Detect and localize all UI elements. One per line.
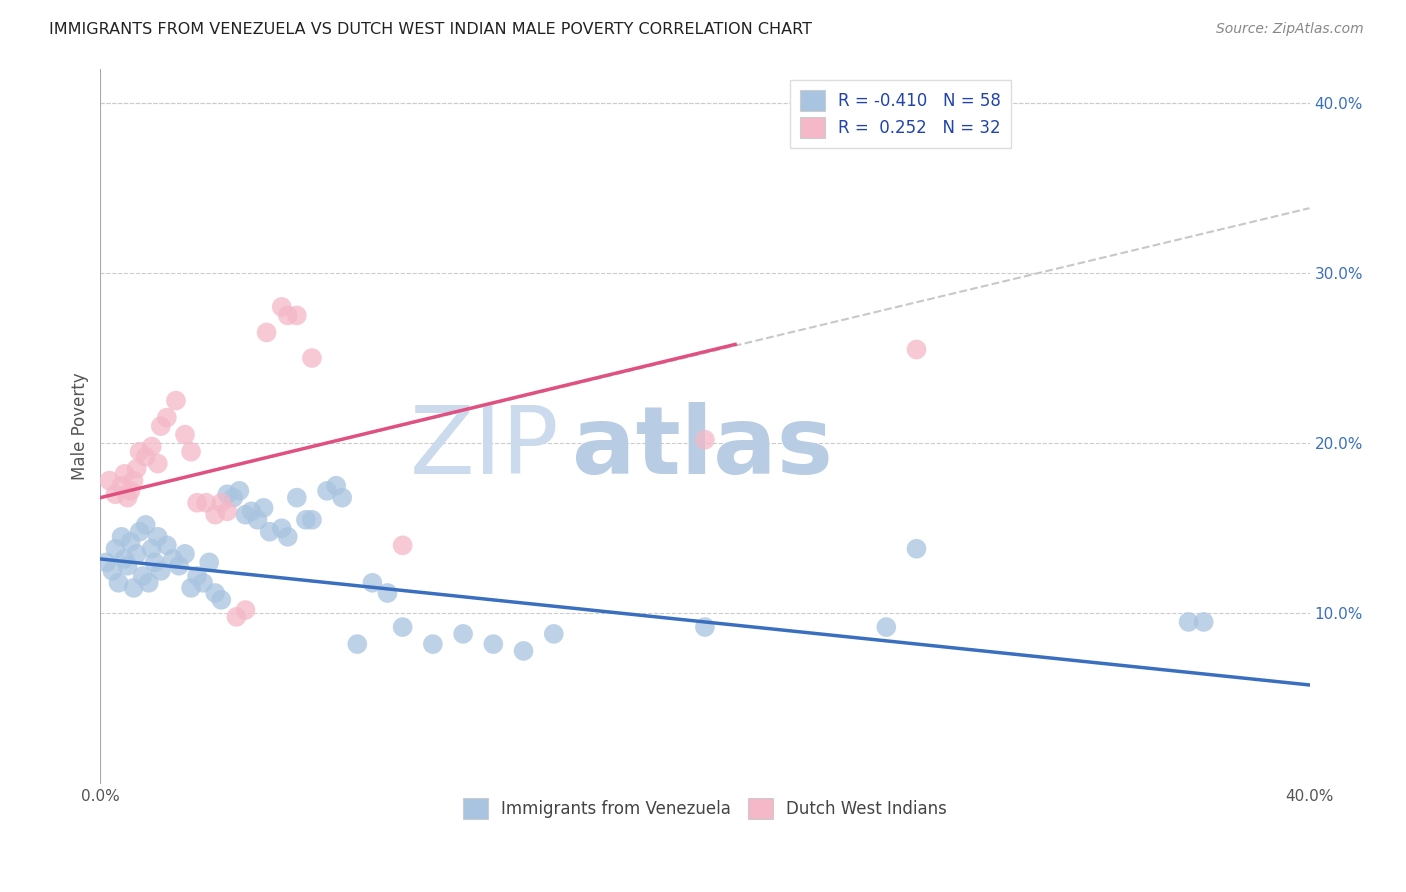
Point: [125, 461, 148, 475]
Point: [104, 487, 127, 501]
Point: [101, 564, 124, 578]
Point: [235, 603, 257, 617]
Point: [391, 620, 413, 634]
Point: [198, 555, 221, 569]
Point: [167, 558, 190, 573]
Text: IMMIGRANTS FROM VENEZUELA VS DUTCH WEST INDIAN MALE POVERTY CORRELATION CHART: IMMIGRANTS FROM VENEZUELA VS DUTCH WEST …: [49, 22, 813, 37]
Point: [114, 467, 136, 481]
Point: [98, 474, 121, 488]
Point: [165, 393, 187, 408]
Point: [240, 504, 263, 518]
Point: [149, 564, 172, 578]
Point: [104, 541, 127, 556]
Point: [256, 326, 278, 340]
Point: [325, 479, 347, 493]
Point: [512, 644, 534, 658]
Point: [543, 627, 565, 641]
Point: [135, 517, 157, 532]
Point: [693, 620, 716, 634]
Point: [110, 479, 132, 493]
Point: [693, 433, 716, 447]
Point: [120, 483, 142, 498]
Point: [277, 530, 299, 544]
Text: Source: ZipAtlas.com: Source: ZipAtlas.com: [1216, 22, 1364, 37]
Point: [125, 547, 148, 561]
Point: [149, 419, 172, 434]
Point: [217, 504, 239, 518]
Point: [482, 637, 505, 651]
Point: [96, 555, 118, 569]
Point: [186, 569, 208, 583]
Point: [316, 483, 339, 498]
Point: [162, 552, 184, 566]
Point: [217, 487, 239, 501]
Point: [117, 491, 139, 505]
Point: [110, 530, 132, 544]
Point: [905, 541, 928, 556]
Point: [246, 513, 269, 527]
Point: [270, 521, 292, 535]
Point: [141, 440, 163, 454]
Point: [174, 547, 197, 561]
Legend: Immigrants from Venezuela, Dutch West Indians: Immigrants from Venezuela, Dutch West In…: [456, 792, 953, 825]
Point: [146, 457, 169, 471]
Point: [195, 496, 218, 510]
Point: [135, 450, 157, 464]
Point: [156, 410, 179, 425]
Point: [1177, 615, 1199, 629]
Point: [122, 581, 145, 595]
Point: [122, 474, 145, 488]
Text: atlas: atlas: [572, 401, 832, 493]
Point: [114, 552, 136, 566]
Point: [180, 444, 202, 458]
Point: [330, 491, 353, 505]
Point: [295, 513, 318, 527]
Point: [143, 555, 166, 569]
Point: [180, 581, 202, 595]
Point: [186, 496, 208, 510]
Point: [225, 610, 247, 624]
Point: [422, 637, 444, 651]
Point: [191, 575, 214, 590]
Point: [285, 491, 308, 505]
Point: [228, 483, 250, 498]
Point: [146, 530, 169, 544]
Y-axis label: Male Poverty: Male Poverty: [72, 372, 89, 480]
Point: [120, 535, 142, 549]
Point: [875, 620, 897, 634]
Point: [209, 496, 232, 510]
Point: [301, 513, 323, 527]
Point: [259, 524, 281, 539]
Point: [451, 627, 474, 641]
Point: [204, 586, 226, 600]
Point: [270, 300, 292, 314]
Point: [222, 491, 245, 505]
Point: [377, 586, 399, 600]
Point: [391, 538, 413, 552]
Point: [209, 592, 232, 607]
Point: [174, 427, 197, 442]
Point: [141, 541, 163, 556]
Point: [235, 508, 257, 522]
Point: [361, 575, 384, 590]
Point: [128, 524, 150, 539]
Point: [117, 558, 139, 573]
Point: [138, 575, 160, 590]
Text: ZIP: ZIP: [411, 401, 560, 493]
Point: [285, 309, 308, 323]
Point: [107, 575, 129, 590]
Point: [252, 500, 274, 515]
Point: [131, 569, 153, 583]
Point: [128, 444, 150, 458]
Point: [204, 508, 226, 522]
Point: [1192, 615, 1215, 629]
Point: [156, 538, 179, 552]
Point: [277, 309, 299, 323]
Point: [346, 637, 368, 651]
Point: [301, 351, 323, 365]
Point: [905, 343, 928, 357]
